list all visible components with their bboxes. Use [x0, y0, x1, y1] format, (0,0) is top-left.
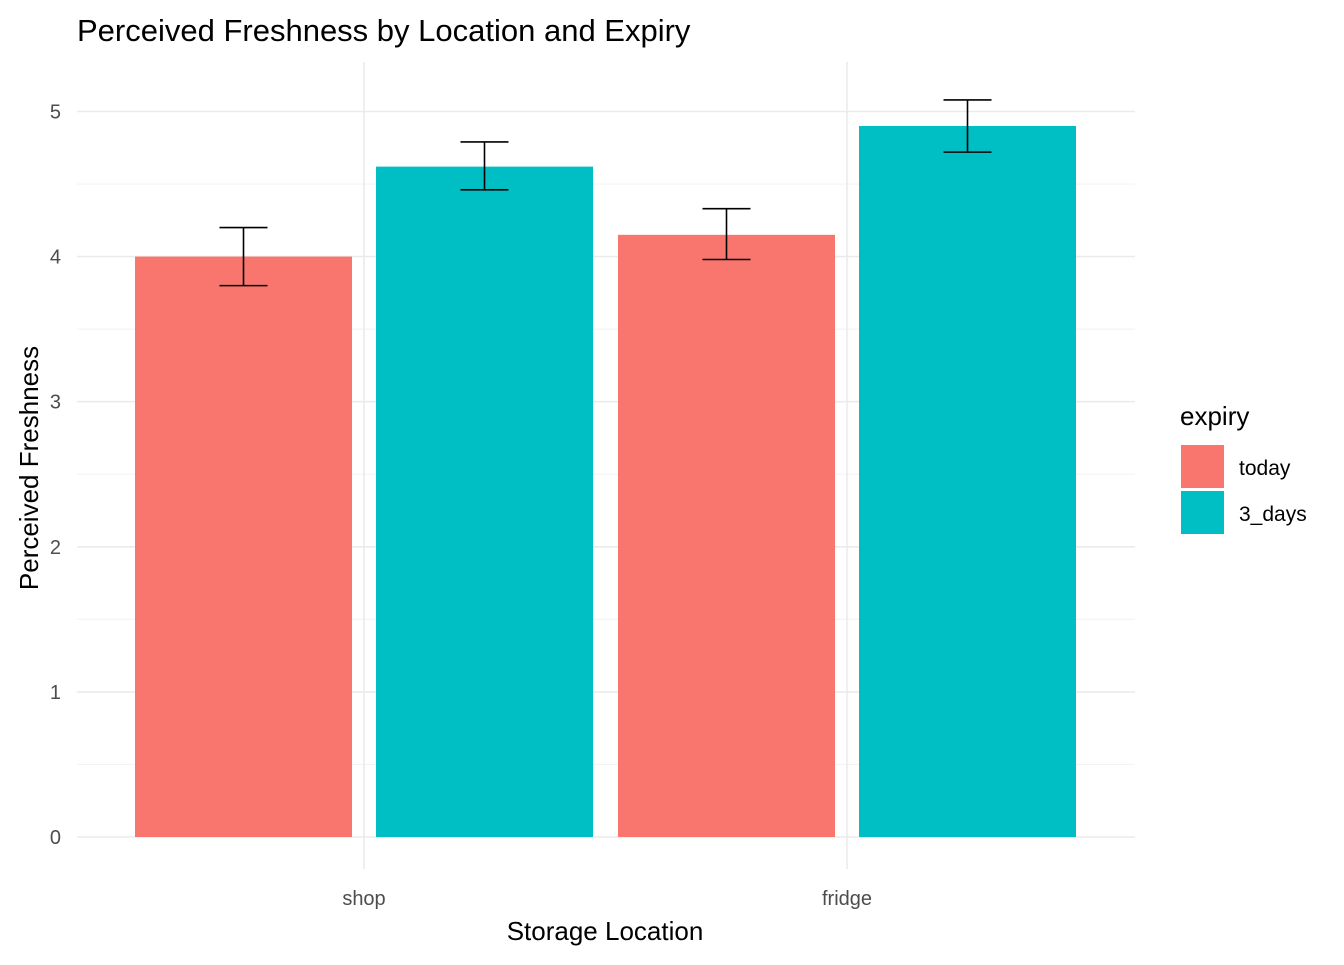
- y-tick-label: 5: [50, 102, 61, 124]
- y-axis-title: Perceived Freshness: [14, 346, 44, 590]
- error-bar-today-shop: [219, 226, 268, 287]
- error-bars: [219, 99, 992, 287]
- y-tick-label: 4: [50, 247, 61, 269]
- bar-today-fridge: [618, 234, 835, 837]
- bars: [135, 126, 1076, 838]
- legend-items: today 3_days: [1181, 445, 1307, 534]
- y-tick-label: 3: [50, 392, 61, 414]
- x-tick-label: fridge: [822, 888, 872, 910]
- legend: expiry today 3_days: [1180, 401, 1307, 534]
- x-axis-title: Storage Location: [507, 916, 704, 946]
- bar-3_days-fridge: [859, 126, 1076, 837]
- legend-swatch: [1181, 445, 1224, 488]
- bar-today-shop: [135, 256, 352, 838]
- legend-swatch: [1181, 491, 1224, 534]
- legend-label: 3_days: [1239, 503, 1307, 526]
- legend-label: today: [1239, 457, 1291, 480]
- x-tick-label: shop: [342, 888, 385, 910]
- y-axis-ticks: 0 1 2 3 4 5: [50, 102, 61, 850]
- y-tick-label: 2: [50, 537, 61, 559]
- error-bar-3_days-fridge: [943, 99, 992, 153]
- y-tick-label: 0: [50, 827, 61, 849]
- error-bar-today-fridge: [702, 207, 751, 261]
- legend-item-today: today: [1181, 445, 1291, 488]
- x-axis-ticks: shop fridge: [342, 888, 872, 910]
- legend-title: expiry: [1180, 401, 1249, 431]
- y-tick-label: 1: [50, 682, 61, 704]
- chart-title: Perceived Freshness by Location and Expi…: [77, 13, 691, 48]
- error-bar-3_days-shop: [460, 141, 509, 191]
- bar-3_days-shop: [376, 166, 593, 837]
- legend-item-3_days: 3_days: [1181, 491, 1307, 534]
